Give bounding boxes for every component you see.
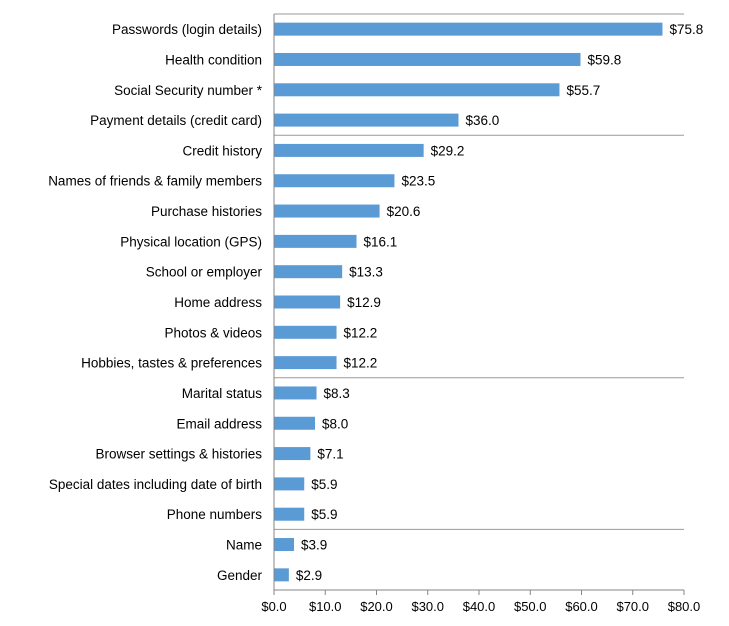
axes-group (273, 14, 685, 595)
category-label: Passwords (login details) (112, 22, 262, 37)
data-label: $16.1 (364, 234, 398, 249)
x-tick-label: $40.0 (463, 599, 496, 614)
data-label: $5.9 (311, 477, 337, 492)
data-label: $29.2 (431, 143, 465, 158)
category-label: Health condition (165, 52, 262, 67)
category-label: Hobbies, tastes & preferences (81, 356, 262, 371)
bar (274, 507, 305, 521)
bar (274, 174, 395, 188)
category-label: Names of friends & family members (48, 174, 262, 189)
data-label: $2.9 (296, 568, 322, 583)
x-tick-label: $10.0 (309, 599, 342, 614)
x-tick-label: $60.0 (565, 599, 598, 614)
bar (274, 52, 581, 66)
x-tick-label: $0.0 (261, 599, 286, 614)
bar (274, 386, 317, 400)
category-label: Special dates including date of birth (49, 477, 262, 492)
bar (274, 356, 337, 370)
data-label: $12.2 (344, 325, 378, 340)
category-label: Email address (176, 416, 262, 431)
bars-group (274, 22, 663, 582)
category-label: Social Security number * (114, 83, 263, 98)
bar (274, 568, 289, 582)
data-label: $36.0 (466, 113, 500, 128)
bar (274, 83, 560, 97)
data-label: $75.8 (669, 22, 703, 37)
bar (274, 234, 357, 248)
data-label: $5.9 (311, 507, 337, 522)
bar (274, 265, 343, 279)
x-tick-label: $20.0 (360, 599, 393, 614)
category-label: Credit history (182, 143, 262, 158)
x-tick-labels: $0.0 $10.0 $20.0 $30.0 $40.0 $50.0 $60.0 $70.0 $… (261, 599, 700, 614)
category-label: School or employer (146, 265, 263, 280)
category-label: Home address (174, 295, 262, 310)
category-label: Phone numbers (167, 507, 263, 522)
category-label: Marital status (182, 386, 263, 401)
data-label: $7.1 (317, 447, 343, 462)
bar (274, 143, 424, 157)
data-label: $8.0 (322, 416, 348, 431)
bar (274, 325, 337, 339)
data-label: $23.5 (401, 174, 435, 189)
bar (274, 295, 341, 309)
category-labels: Passwords (login details) Health conditio… (48, 22, 263, 583)
category-label: Physical location (GPS) (120, 234, 262, 249)
data-label: $13.3 (349, 265, 383, 280)
x-tick-label: $30.0 (411, 599, 444, 614)
value-labels: $75.8 $59.8 $55.7 $36.0$29.2 $23.5 $20.6 $16.1… (296, 22, 703, 583)
category-label: Browser settings & histories (95, 447, 262, 462)
data-label: $12.2 (344, 356, 378, 371)
category-label: Gender (217, 568, 263, 583)
data-label: $59.8 (587, 52, 621, 67)
bar (274, 477, 305, 491)
x-tick-label: $70.0 (616, 599, 649, 614)
data-label: $12.9 (347, 295, 381, 310)
category-label: Payment details (credit card) (90, 113, 262, 128)
bar (274, 416, 315, 430)
bar (274, 204, 380, 218)
data-label: $55.7 (566, 83, 600, 98)
bar (274, 22, 663, 36)
bar (274, 538, 294, 552)
x-tick-label: $50.0 (514, 599, 547, 614)
category-label: Photos & videos (164, 325, 262, 340)
x-tick-label: $80.0 (668, 599, 701, 614)
data-label: $8.3 (324, 386, 350, 401)
bar (274, 447, 311, 461)
data-label: $20.6 (387, 204, 421, 219)
category-label: Purchase histories (151, 204, 262, 219)
bar (274, 113, 459, 127)
category-label: Name (226, 538, 262, 553)
data-label: $3.9 (301, 538, 327, 553)
